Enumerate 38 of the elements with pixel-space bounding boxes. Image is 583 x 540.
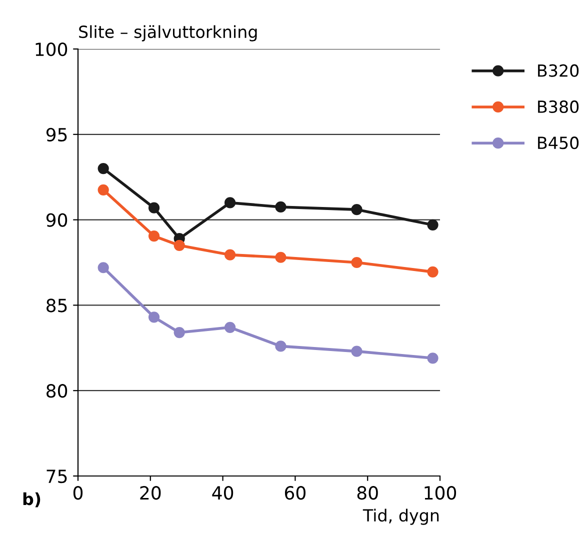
y-tick-label: 85 (46, 298, 67, 312)
point (351, 346, 362, 357)
x-tick-label: 100 (424, 486, 456, 500)
y-tick-label: 75 (46, 470, 67, 484)
point (98, 163, 109, 174)
point (148, 202, 160, 214)
x-axis-title: Tid, dygn (362, 508, 439, 525)
point (275, 340, 286, 352)
point (427, 219, 438, 230)
point (224, 249, 236, 260)
point (224, 322, 236, 333)
point (427, 266, 438, 278)
y-tick-label: 95 (46, 128, 67, 142)
point (351, 204, 362, 216)
legend-label: B380 (538, 100, 579, 114)
point (427, 352, 438, 364)
y-tick-label: 90 (46, 213, 68, 227)
legend-label: B320 (538, 64, 579, 77)
legend-label: B450 (538, 136, 579, 150)
x-tick-label: 60 (284, 486, 306, 500)
point (351, 256, 362, 268)
x-tick-label: 20 (140, 486, 161, 500)
point (98, 184, 109, 196)
point (148, 230, 160, 242)
point (98, 262, 109, 274)
point (174, 326, 185, 338)
x-tick-label: 40 (212, 486, 234, 500)
point (224, 197, 236, 208)
y-tick-label: 100 (36, 42, 68, 56)
point (148, 312, 160, 323)
x-tick-label: 80 (357, 486, 378, 500)
chart-title: Slite – självuttorkning (79, 25, 257, 42)
point (275, 201, 286, 213)
y-tick-label: 80 (46, 384, 68, 398)
point (174, 240, 185, 251)
point (275, 252, 286, 263)
text: b) (23, 492, 40, 508)
x-tick-label: 0 (73, 486, 83, 500)
